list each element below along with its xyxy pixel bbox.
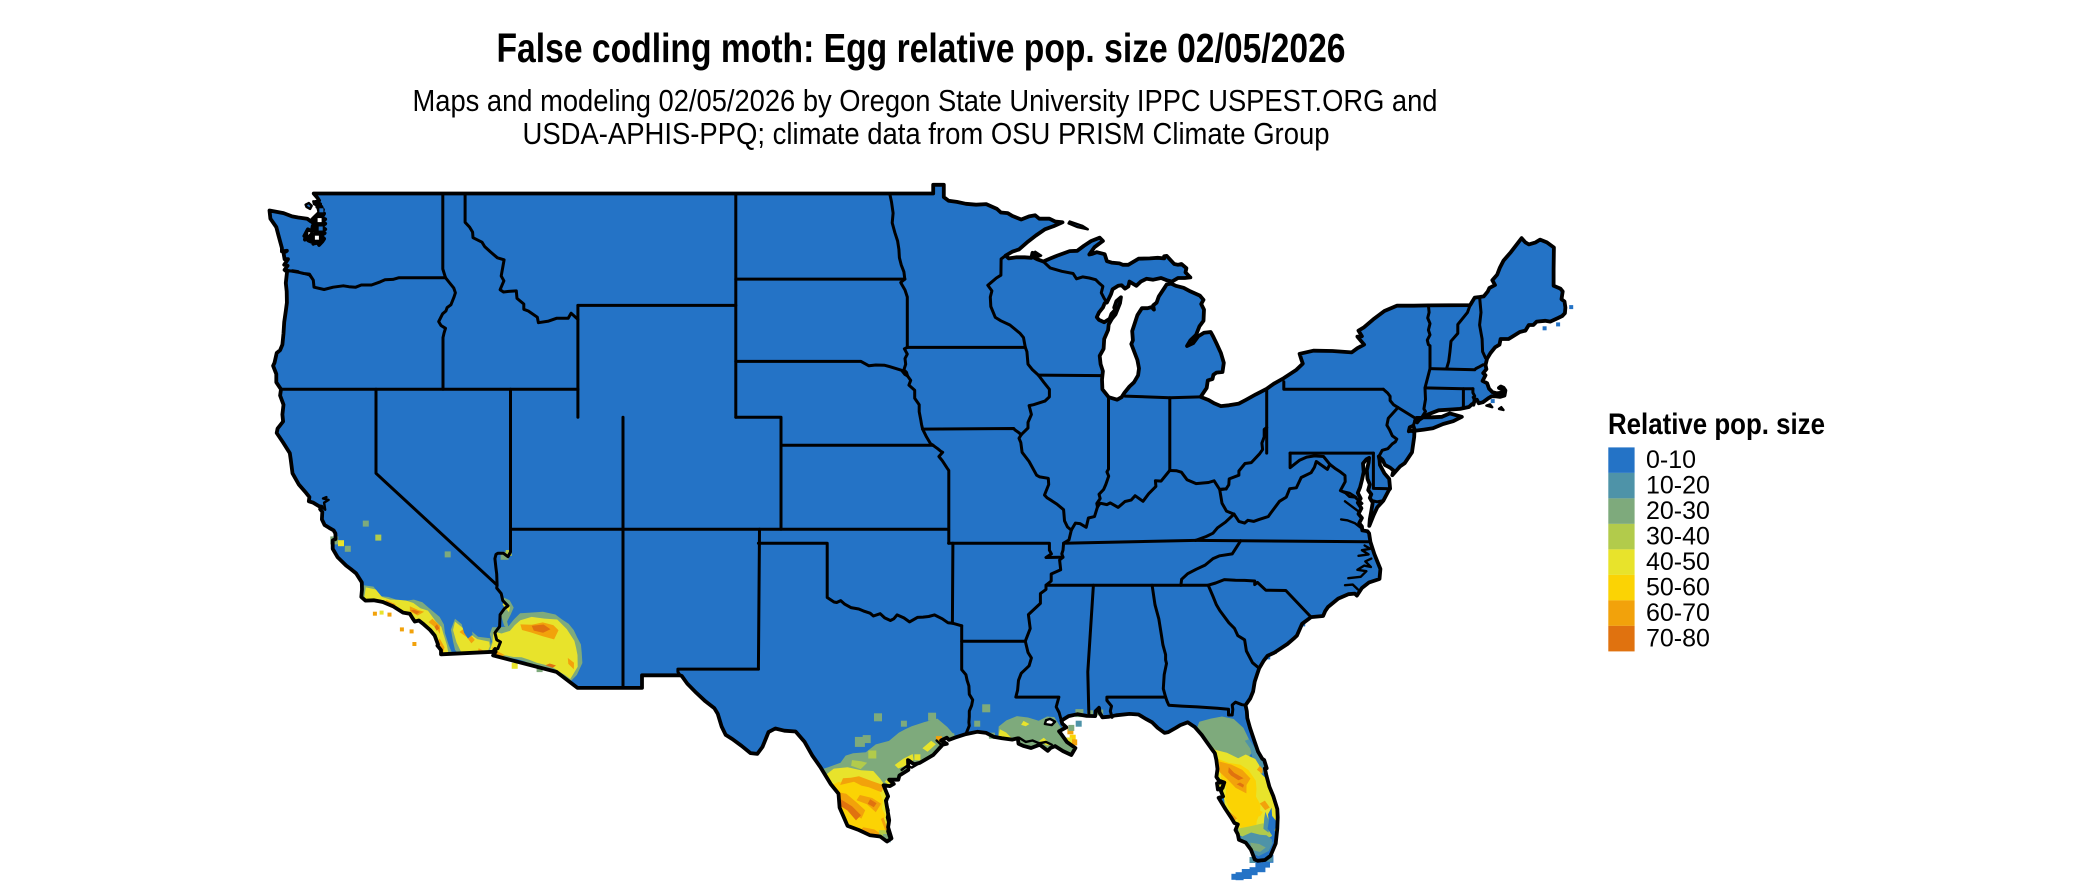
svg-text:0-10: 0-10 — [1646, 446, 1696, 474]
svg-text:USDA-APHIS-PPQ; climate data f: USDA-APHIS-PPQ; climate data from OSU PR… — [523, 116, 1330, 151]
svg-text:60-70: 60-70 — [1646, 599, 1710, 627]
svg-text:40-50: 40-50 — [1646, 548, 1710, 576]
svg-text:Relative pop. size: Relative pop. size — [1608, 408, 1825, 441]
svg-text:Maps and modeling 02/05/2026 b: Maps and modeling 02/05/2026 by Oregon S… — [413, 83, 1438, 118]
svg-text:False codling moth: Egg relati: False codling moth: Egg relative pop. si… — [497, 25, 1346, 71]
svg-text:50-60: 50-60 — [1646, 574, 1710, 602]
svg-text:10-20: 10-20 — [1646, 472, 1710, 500]
svg-text:70-80: 70-80 — [1646, 625, 1710, 653]
svg-text:30-40: 30-40 — [1646, 523, 1710, 551]
svg-text:20-30: 20-30 — [1646, 497, 1710, 525]
